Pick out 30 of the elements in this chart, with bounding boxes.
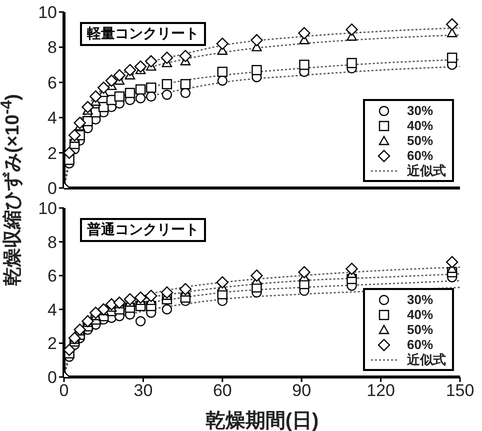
text: 軽量コンクリート xyxy=(80,22,206,46)
legend-label: 60% xyxy=(407,337,434,352)
y-tick-label: 2 xyxy=(48,334,57,354)
x-tick-label: 30 xyxy=(134,381,153,400)
x-tick-label: 150 xyxy=(446,381,474,400)
y-tick-label: 6 xyxy=(48,73,57,92)
legend-label: 60% xyxy=(407,148,434,163)
text: 普通コンクリート xyxy=(80,218,206,242)
y-tick-label: 0 xyxy=(48,368,57,388)
x-tick-label: 120 xyxy=(366,381,395,400)
legend-label: 50% xyxy=(407,133,434,148)
legend-label: 30% xyxy=(407,103,434,118)
y-tick-label: 2 xyxy=(48,144,57,163)
x-axis-title: 乾燥期間(日) xyxy=(205,410,319,431)
x-tick-label: 60 xyxy=(212,381,232,400)
y-tick-label: 8 xyxy=(48,38,57,58)
legend-label: 近似式 xyxy=(407,162,446,180)
y-tick-label: 0 xyxy=(48,179,57,198)
y-tick-label: 10 xyxy=(38,3,57,22)
y-tick-label: 8 xyxy=(48,232,57,252)
legend-label: 40% xyxy=(407,307,434,322)
y-tick-label: 4 xyxy=(48,300,57,320)
y-tick-label: 10 xyxy=(38,199,57,218)
legend-label: 50% xyxy=(407,322,434,337)
legend-label: 30% xyxy=(407,292,434,307)
legend-label: 40% xyxy=(407,118,434,133)
y-tick-label: 4 xyxy=(48,108,57,128)
y-tick-label: 6 xyxy=(48,266,57,286)
x-tick-label: 90 xyxy=(292,381,312,400)
legend-label: 近似式 xyxy=(407,350,446,368)
